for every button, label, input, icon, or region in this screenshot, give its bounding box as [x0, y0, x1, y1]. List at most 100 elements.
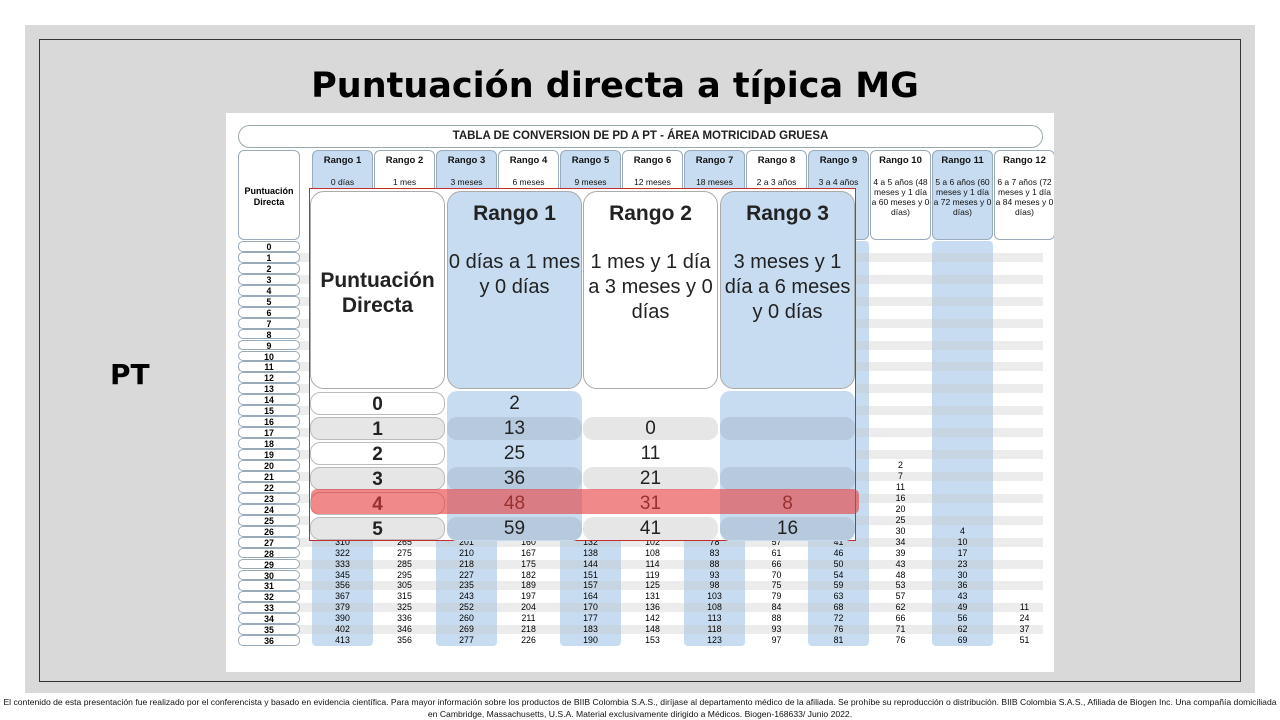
range-label: Rango 7 [695, 155, 734, 166]
value-cell: 218 [459, 558, 474, 569]
pd-cell: 31 [238, 580, 300, 591]
value-cell: 243 [459, 591, 474, 602]
value-cell: 62 [895, 602, 906, 613]
value-cell: 43 [957, 591, 968, 602]
value-cell: 102 [645, 536, 660, 547]
value-cell: 190 [583, 635, 598, 646]
value-cell: 69 [957, 635, 968, 646]
pd-cell: 17 [238, 427, 300, 438]
pd-cell: 35 [238, 624, 300, 635]
value-cell: 108 [707, 602, 722, 613]
value-cell: 88 [709, 558, 720, 569]
value-cell: 11 [1019, 602, 1030, 613]
value-cell: 97 [771, 635, 782, 646]
zoom-value-cell [720, 442, 855, 465]
value-cell: 356 [335, 580, 350, 591]
pd-cell: 15 [238, 405, 300, 416]
table-row: 29 333 285 218 175 144 114 88 66 50 43 23 [238, 558, 1043, 570]
value-cell: 30 [895, 525, 906, 536]
pd-cell: 24 [238, 503, 300, 515]
zoom-range-age: 0 días a 1 mes y 0 días [448, 251, 581, 298]
table-row: 34 390 336 260 211 177 142 113 88 72 66 56 24 [238, 613, 1043, 624]
zoom-value-cell: 0 [583, 417, 718, 440]
value-cell: 402 [335, 624, 350, 635]
pd-cell: 2 [238, 262, 300, 274]
value-cell: 4 [960, 525, 965, 536]
value-cell: 413 [335, 635, 350, 646]
value-cell: 7 [898, 470, 903, 481]
value-cell: 160 [521, 536, 536, 547]
value-cell: 37 [1019, 624, 1030, 635]
pd-cell: 18 [238, 438, 300, 449]
value-cell: 16 [895, 492, 906, 503]
value-cell: 108 [645, 547, 660, 558]
pd-cell: 10 [238, 350, 300, 362]
column-shade [932, 241, 993, 647]
value-cell: 70 [771, 569, 782, 580]
table-row: 18 [238, 438, 1043, 449]
value-cell: 76 [895, 635, 906, 646]
zoom-value-cell: 2 [509, 393, 520, 414]
range-label: Rango 6 [633, 155, 672, 166]
value-cell: 20 [895, 503, 906, 514]
value-cell: 54 [833, 569, 844, 580]
value-cell: 63 [833, 591, 844, 602]
value-cell: 81 [833, 635, 844, 646]
zoom-column-shade [447, 391, 582, 541]
value-cell: 57 [771, 536, 782, 547]
table-row: 14 [238, 394, 1043, 405]
value-cell: 148 [645, 624, 660, 635]
pd-cell: 21 [238, 470, 300, 482]
value-cell: 123 [707, 635, 722, 646]
value-cell: 84 [771, 602, 782, 613]
value-cell: 142 [645, 613, 660, 624]
zoom-value-cell: 36 [447, 467, 582, 490]
table-row: 20 2 [238, 460, 1043, 471]
value-cell: 227 [459, 569, 474, 580]
zoom-value-cell: 16 [720, 517, 855, 540]
value-cell: 167 [521, 547, 536, 558]
value-cell [994, 526, 1054, 537]
zoom-value-cell: 41 [583, 517, 718, 540]
value-cell: 138 [583, 547, 598, 558]
value-cell: 265 [397, 536, 412, 547]
range-label: Rango 11 [941, 155, 984, 166]
value-cell: 197 [521, 591, 536, 602]
value-cell: 132 [583, 536, 598, 547]
value-cell: 93 [771, 624, 782, 635]
zoom-value-cell [583, 392, 718, 415]
pd-cell: 14 [238, 394, 300, 405]
range-age: 1 mes [392, 177, 417, 187]
value-cell: 336 [397, 613, 412, 624]
zoom-row: 5 59 41 16 [310, 517, 855, 540]
value-cell: 322 [335, 547, 350, 558]
value-cell: 285 [397, 558, 412, 569]
zoomed-table-excerpt: Puntuación Directa Rango 1 0 días a 1 mes … [309, 188, 856, 541]
value-cell: 93 [709, 569, 720, 580]
value-cell: 136 [645, 602, 660, 613]
value-cell: 325 [397, 602, 412, 613]
value-cell [994, 591, 1054, 602]
range-age: 6 a 7 años (72 meses y 1 día a 84 meses … [995, 177, 1054, 217]
pd-cell: 34 [238, 613, 300, 624]
slide-title: Puntuación directa a típica MG [311, 66, 919, 106]
table-row: 22 11 [238, 481, 1043, 493]
zoom-pd-header: Puntuación Directa [310, 191, 445, 389]
pd-cell: 9 [238, 339, 300, 351]
zoom-value-cell: 13 [447, 417, 582, 440]
value-cell: 59 [833, 580, 844, 591]
range-age: 2 a 3 años [756, 177, 797, 187]
pd-cell: 8 [238, 328, 300, 340]
range-age: 6 meses [512, 177, 545, 187]
value-cell: 98 [709, 580, 720, 591]
pd-cell: 28 [238, 547, 300, 559]
zoom-value-cell [720, 392, 855, 415]
table-title: TABLA DE CONVERSION DE PD A PT - ÁREA MO… [238, 125, 1043, 148]
range-label: Rango 5 [571, 155, 610, 166]
value-cell [994, 537, 1054, 548]
value-cell: 119 [645, 569, 660, 580]
value-cell: 201 [459, 536, 474, 547]
zoom-row: 1 13 0 [310, 417, 855, 440]
pd-cell: 16 [238, 416, 300, 427]
value-cell: 151 [583, 569, 598, 580]
